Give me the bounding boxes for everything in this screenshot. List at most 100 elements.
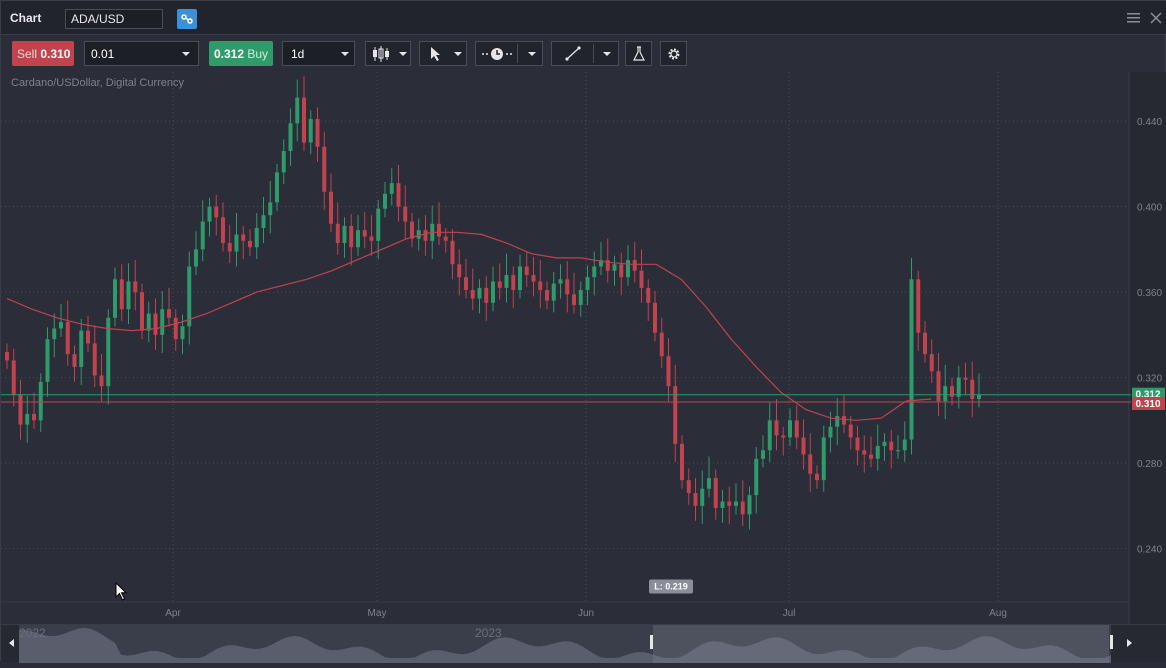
candle-body	[477, 287, 482, 299]
candle-body	[173, 317, 178, 340]
bid-price-label: 0.310	[1135, 399, 1160, 410]
candle-body	[295, 97, 300, 124]
candle-body	[25, 413, 30, 425]
navigator-year-label: 2022	[19, 626, 46, 640]
candle-body	[828, 426, 833, 438]
candle-body	[673, 386, 678, 444]
candle-body	[342, 225, 347, 243]
candle-body	[585, 277, 590, 290]
candle-body	[740, 501, 745, 515]
navigator-selection	[653, 625, 1109, 663]
candle-body	[551, 283, 556, 301]
navigator-overview[interactable]	[1, 625, 1166, 663]
candle-body	[599, 260, 603, 267]
quantity-value: 0.01	[91, 47, 115, 61]
candle-body	[977, 394, 981, 399]
candle-body	[470, 289, 475, 299]
candle-body	[457, 264, 462, 278]
candle-body	[666, 356, 671, 387]
draw-line-icon	[565, 46, 581, 61]
navigator-scroll-right-icon	[1127, 639, 1132, 647]
chart-plot[interactable]: 0.240 0.280 0.320 0.360 0.400 0.440 Apr May Jun J…	[1, 72, 1166, 624]
navigator-scroll-left-icon	[9, 639, 14, 647]
candle-body	[646, 287, 651, 303]
candle-body	[572, 294, 576, 305]
candle-body	[167, 309, 171, 318]
buy-button[interactable]: 0.312 Buy	[209, 41, 273, 66]
timeline-navigator[interactable]: 2022 2023	[1, 624, 1166, 663]
candle-body	[794, 420, 799, 438]
symbol-input[interactable]	[65, 9, 163, 29]
cursor-mode-button[interactable]	[419, 41, 467, 66]
time-tick-label: Jul	[783, 608, 796, 619]
candle-body	[821, 437, 826, 481]
timeframe-select[interactable]: 1d	[282, 41, 355, 66]
link-icon	[181, 14, 193, 24]
candle-body	[403, 206, 408, 222]
candle-body	[862, 450, 867, 455]
sell-label: Sell	[17, 47, 38, 61]
price-tick-label: 0.280	[1137, 459, 1162, 470]
candle-body	[639, 270, 644, 288]
candle-body	[565, 279, 570, 295]
price-tick-label: 0.400	[1137, 203, 1162, 214]
candle-body	[518, 266, 522, 290]
price-tick-label: 0.440	[1137, 117, 1162, 128]
candle-body	[707, 478, 711, 489]
candle-body	[65, 322, 70, 355]
candle-body	[943, 386, 948, 402]
close-icon[interactable]	[1149, 11, 1163, 25]
moving-average-line	[6, 231, 932, 421]
candle-body	[221, 217, 225, 243]
candle-body	[626, 260, 630, 278]
candle-body	[619, 264, 624, 278]
candle-body	[315, 119, 320, 147]
hamburger-menu-icon[interactable]	[1127, 13, 1140, 23]
timeframe-value: 1d	[291, 47, 305, 61]
candle-body	[767, 420, 772, 451]
candle-body	[248, 240, 252, 248]
candle-body	[875, 445, 880, 459]
candle-body	[491, 281, 495, 303]
candle-body	[511, 275, 516, 290]
plot-background	[1, 72, 1129, 624]
candle-body	[902, 439, 907, 451]
candle-body	[788, 420, 792, 438]
candle-body	[32, 413, 36, 421]
window-title: Chart	[10, 11, 42, 25]
settings-button[interactable]	[660, 41, 687, 66]
candle-body	[686, 480, 691, 494]
candle-body	[389, 183, 394, 194]
candle-body	[356, 230, 360, 248]
candle-body	[200, 221, 205, 250]
price-chart[interactable]: 0.240 0.280 0.320 0.360 0.400 0.440 Apr May Jun J…	[1, 72, 1166, 624]
candle-body	[72, 354, 77, 367]
candle-body	[889, 441, 894, 451]
candle-body	[92, 343, 97, 376]
candle-body	[241, 234, 246, 241]
sell-button[interactable]: Sell 0.310	[12, 41, 74, 66]
chart-type-button[interactable]	[365, 41, 411, 66]
link-chart-button[interactable]	[177, 9, 197, 29]
candle-body	[275, 172, 279, 203]
candle-body	[815, 473, 819, 481]
candle-body	[538, 281, 543, 290]
candle-body	[855, 437, 860, 451]
candle-body	[923, 332, 927, 355]
quantity-select[interactable]: 0.01	[84, 41, 199, 66]
price-tick-label: 0.360	[1137, 288, 1162, 299]
candlestick-icon	[373, 46, 389, 62]
candle-body	[5, 351, 9, 361]
candle-body	[362, 230, 367, 237]
drawing-tools-button[interactable]	[551, 41, 619, 66]
candle-body	[99, 375, 104, 387]
candle-body	[700, 488, 705, 506]
indicators-button[interactable]	[625, 41, 652, 66]
candle-body	[524, 266, 529, 276]
price-axis	[1129, 72, 1166, 624]
candle-body	[720, 501, 725, 508]
line-style-button[interactable]	[475, 41, 543, 66]
candle-body	[450, 240, 455, 265]
candle-body	[410, 221, 414, 239]
navigator-handle-right	[1110, 635, 1113, 649]
